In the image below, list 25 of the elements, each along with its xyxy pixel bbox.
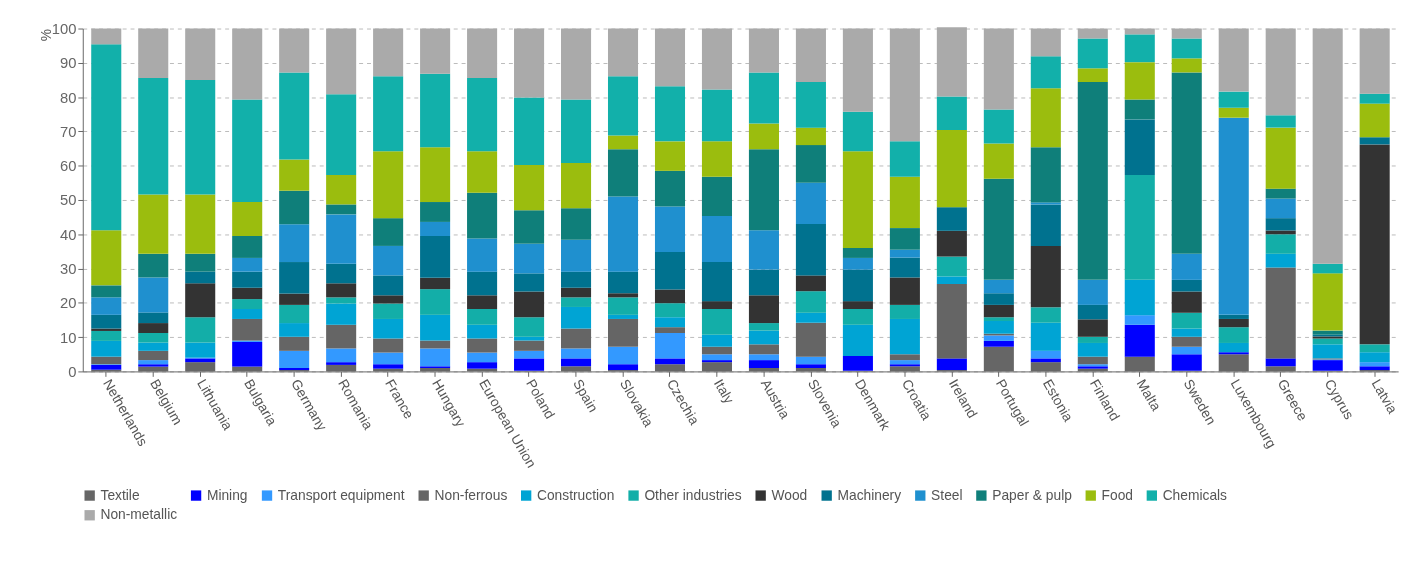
y-tick-label: 100 <box>51 20 77 37</box>
y-tick-label: 0 <box>68 363 77 380</box>
legend-label: Textile <box>100 487 140 503</box>
y-tick-label: 30 <box>59 260 77 277</box>
y-tick-label: 80 <box>59 89 77 106</box>
y-tick-label: 50 <box>59 192 77 209</box>
legend-label: Chemicals <box>1162 487 1228 503</box>
y-axis-title: % <box>38 29 54 42</box>
y-tick-label: 90 <box>59 55 77 72</box>
legend-label: Wood <box>771 487 808 503</box>
y-tick-label: 20 <box>59 295 77 312</box>
legend-label: Machinery <box>837 487 902 503</box>
legend-label: Mining <box>206 487 248 503</box>
y-tick-label: 40 <box>59 226 77 243</box>
y-tick-label: 60 <box>59 158 77 175</box>
legend-label: Construction <box>537 487 615 503</box>
legend-label: Non-metallic <box>100 507 178 523</box>
legend-label: Other industries <box>644 487 742 503</box>
legend-label: Steel <box>931 487 963 503</box>
y-tick-label: 10 <box>59 329 77 346</box>
y-tick-label: 70 <box>59 123 77 140</box>
legend-label: Transport equipment <box>277 487 405 503</box>
legend-label: Non-ferrous <box>434 487 508 503</box>
legend-label: Food <box>1101 487 1133 503</box>
legend-label: Paper & pulp <box>992 487 1073 503</box>
